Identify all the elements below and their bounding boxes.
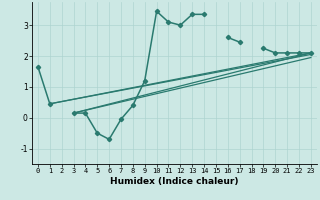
X-axis label: Humidex (Indice chaleur): Humidex (Indice chaleur) — [110, 177, 239, 186]
